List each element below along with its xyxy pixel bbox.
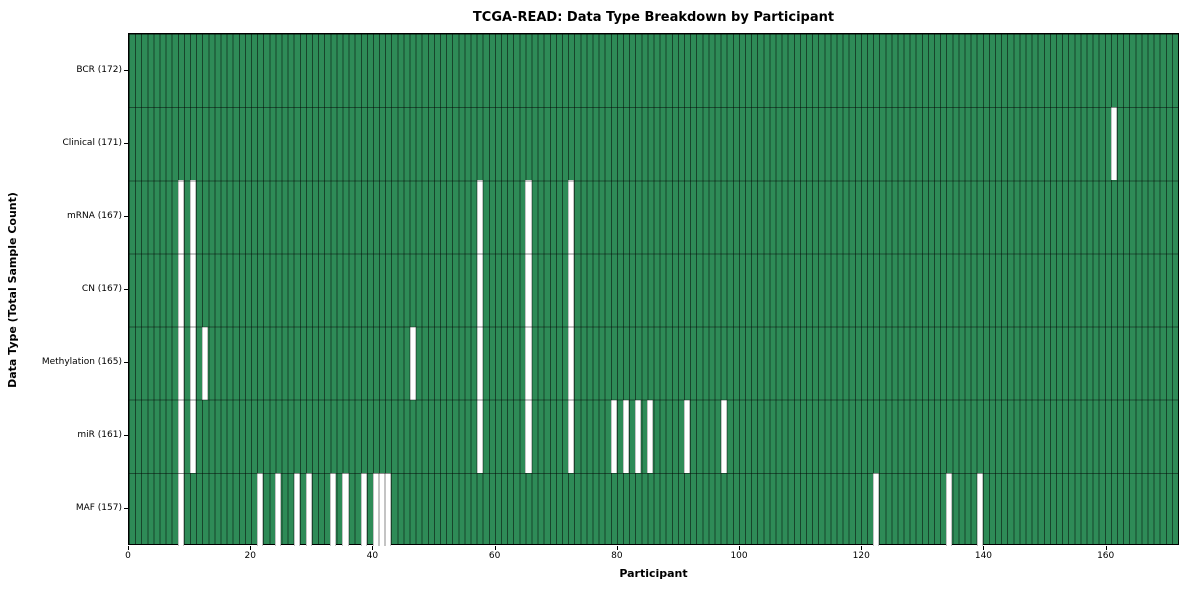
x-tick-label-160: 160 — [1097, 551, 1115, 561]
absent-cell-MAF-p41 — [379, 472, 386, 546]
absent-cell-MAF-p134 — [946, 472, 953, 546]
x-tick-mark — [1105, 546, 1107, 550]
x-tick-label-120: 120 — [852, 551, 870, 561]
y-tick-label-Clinical: Clinical (171) — [62, 137, 122, 148]
absent-cell-Methylation-p65 — [525, 326, 532, 400]
absent-cell-MAF-p139 — [976, 472, 983, 546]
absent-cell-MAF-p40 — [372, 472, 380, 546]
absent-cell-Clinical-p161 — [1110, 107, 1117, 181]
y-tick-mark — [124, 435, 128, 437]
heatmap-plot-area: Present Absent — [128, 33, 1179, 546]
x-tick-label-20: 20 — [244, 551, 256, 561]
absent-cell-miR-p57 — [476, 399, 483, 473]
x-tick-mark — [739, 546, 741, 550]
y-tick-mark — [124, 215, 128, 217]
chart-title: TCGA-READ: Data Type Breakdown by Partic… — [472, 10, 835, 25]
absent-cell-Methylation-p8 — [177, 326, 184, 400]
x-tick-label-40: 40 — [366, 551, 379, 561]
column-grid-lines — [129, 34, 1178, 544]
absent-cell-miR-p83 — [635, 399, 642, 473]
y-tick-label-miR: miR (161) — [77, 430, 122, 441]
absent-cell-miR-p81 — [623, 399, 630, 473]
x-tick-mark — [128, 546, 129, 550]
y-axis-label: Data Type (Total Sample Count) — [6, 192, 19, 388]
x-tick-mark — [494, 546, 496, 550]
absent-cell-mRNA-p10 — [189, 180, 197, 254]
absent-cell-mRNA-p57 — [476, 180, 483, 254]
absent-cell-Methylation-p10 — [189, 326, 197, 400]
absent-cell-CN-p8 — [177, 253, 184, 327]
absent-cell-MAF-p29 — [305, 472, 312, 546]
absent-cell-MAF-p42 — [385, 472, 392, 546]
absent-cell-CN-p72 — [568, 253, 575, 327]
absent-cell-MAF-p24 — [275, 472, 282, 546]
absent-cell-mRNA-p72 — [568, 180, 575, 254]
y-tick-mark — [124, 362, 128, 364]
x-tick-label-60: 60 — [488, 551, 501, 561]
absent-cell-MAF-p21 — [257, 472, 264, 546]
absent-cell-miR-p10 — [189, 399, 197, 473]
y-tick-label-BCR: BCR (172) — [76, 64, 122, 75]
absent-cell-mRNA-p8 — [177, 180, 184, 254]
x-tick-mark — [983, 546, 985, 550]
x-tick-mark — [861, 546, 863, 550]
absent-cell-MAF-p8 — [177, 472, 184, 546]
x-tick-label-0: 0 — [125, 551, 131, 561]
x-tick-mark — [372, 546, 374, 550]
absent-cell-CN-p10 — [189, 253, 197, 327]
absent-cell-miR-p72 — [568, 399, 575, 473]
y-tick-mark — [124, 69, 128, 71]
absent-cell-miR-p65 — [525, 399, 532, 473]
y-tick-label-Methylation: Methylation (165) — [41, 357, 122, 368]
x-tick-mark — [250, 546, 252, 550]
absent-cell-MAF-p38 — [360, 472, 367, 546]
x-tick-label-80: 80 — [611, 551, 623, 561]
x-axis-label: Participant — [619, 567, 688, 580]
y-tick-mark — [124, 142, 128, 144]
y-tick-label-MAF: MAF (157) — [75, 503, 122, 514]
y-tick-mark — [124, 289, 128, 290]
absent-cell-miR-p8 — [177, 399, 184, 473]
absent-cell-Methylation-p72 — [568, 326, 575, 400]
absent-cell-MAF-p27 — [293, 472, 300, 546]
absent-cell-mRNA-p65 — [525, 180, 532, 254]
y-tick-label-mRNA: mRNA (167) — [67, 210, 122, 221]
absent-cell-Methylation-p12 — [202, 326, 209, 400]
absent-cell-MAF-p35 — [342, 472, 349, 546]
absent-cell-miR-p85 — [647, 399, 654, 473]
absent-cell-Methylation-p46 — [409, 326, 416, 400]
x-tick-label-140: 140 — [974, 551, 993, 561]
x-tick-label-100: 100 — [730, 551, 748, 561]
absent-cell-MAF-p122 — [873, 472, 880, 546]
x-tick-mark — [616, 546, 618, 550]
absent-cell-CN-p57 — [476, 253, 483, 327]
y-tick-label-CN: CN (167) — [81, 284, 122, 294]
row-grid-lines — [129, 34, 1178, 544]
absent-cell-Methylation-p57 — [476, 326, 483, 400]
absent-cell-miR-p79 — [610, 399, 617, 473]
y-tick-mark — [124, 508, 128, 510]
absent-cell-CN-p65 — [525, 253, 532, 327]
absent-cell-miR-p97 — [720, 399, 727, 473]
absent-cell-MAF-p33 — [330, 472, 337, 546]
absent-cell-miR-p91 — [683, 399, 691, 473]
